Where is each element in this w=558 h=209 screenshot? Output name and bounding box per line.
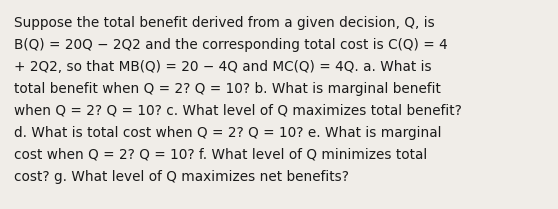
Text: cost when Q = 2? Q = 10? f. What level of Q minimizes total: cost when Q = 2? Q = 10? f. What level o… [14,148,427,162]
Text: Suppose the total benefit derived from a given decision, Q, is: Suppose the total benefit derived from a… [14,16,435,30]
Text: d. What is total cost when Q = 2? Q = 10? e. What is marginal: d. What is total cost when Q = 2? Q = 10… [14,126,441,140]
Text: total benefit when Q = 2? Q = 10? b. What is marginal benefit: total benefit when Q = 2? Q = 10? b. Wha… [14,82,441,96]
Text: B(Q) = 20Q − 2Q2 and the corresponding total cost is C(Q) = 4: B(Q) = 20Q − 2Q2 and the corresponding t… [14,38,448,52]
Text: when Q = 2? Q = 10? c. What level of Q maximizes total benefit?: when Q = 2? Q = 10? c. What level of Q m… [14,104,462,118]
Text: + 2Q2, so that MB(Q) = 20 − 4Q and MC(Q) = 4Q. a. What is: + 2Q2, so that MB(Q) = 20 − 4Q and MC(Q)… [14,60,432,74]
Text: cost? g. What level of Q maximizes net benefits?: cost? g. What level of Q maximizes net b… [14,170,349,184]
